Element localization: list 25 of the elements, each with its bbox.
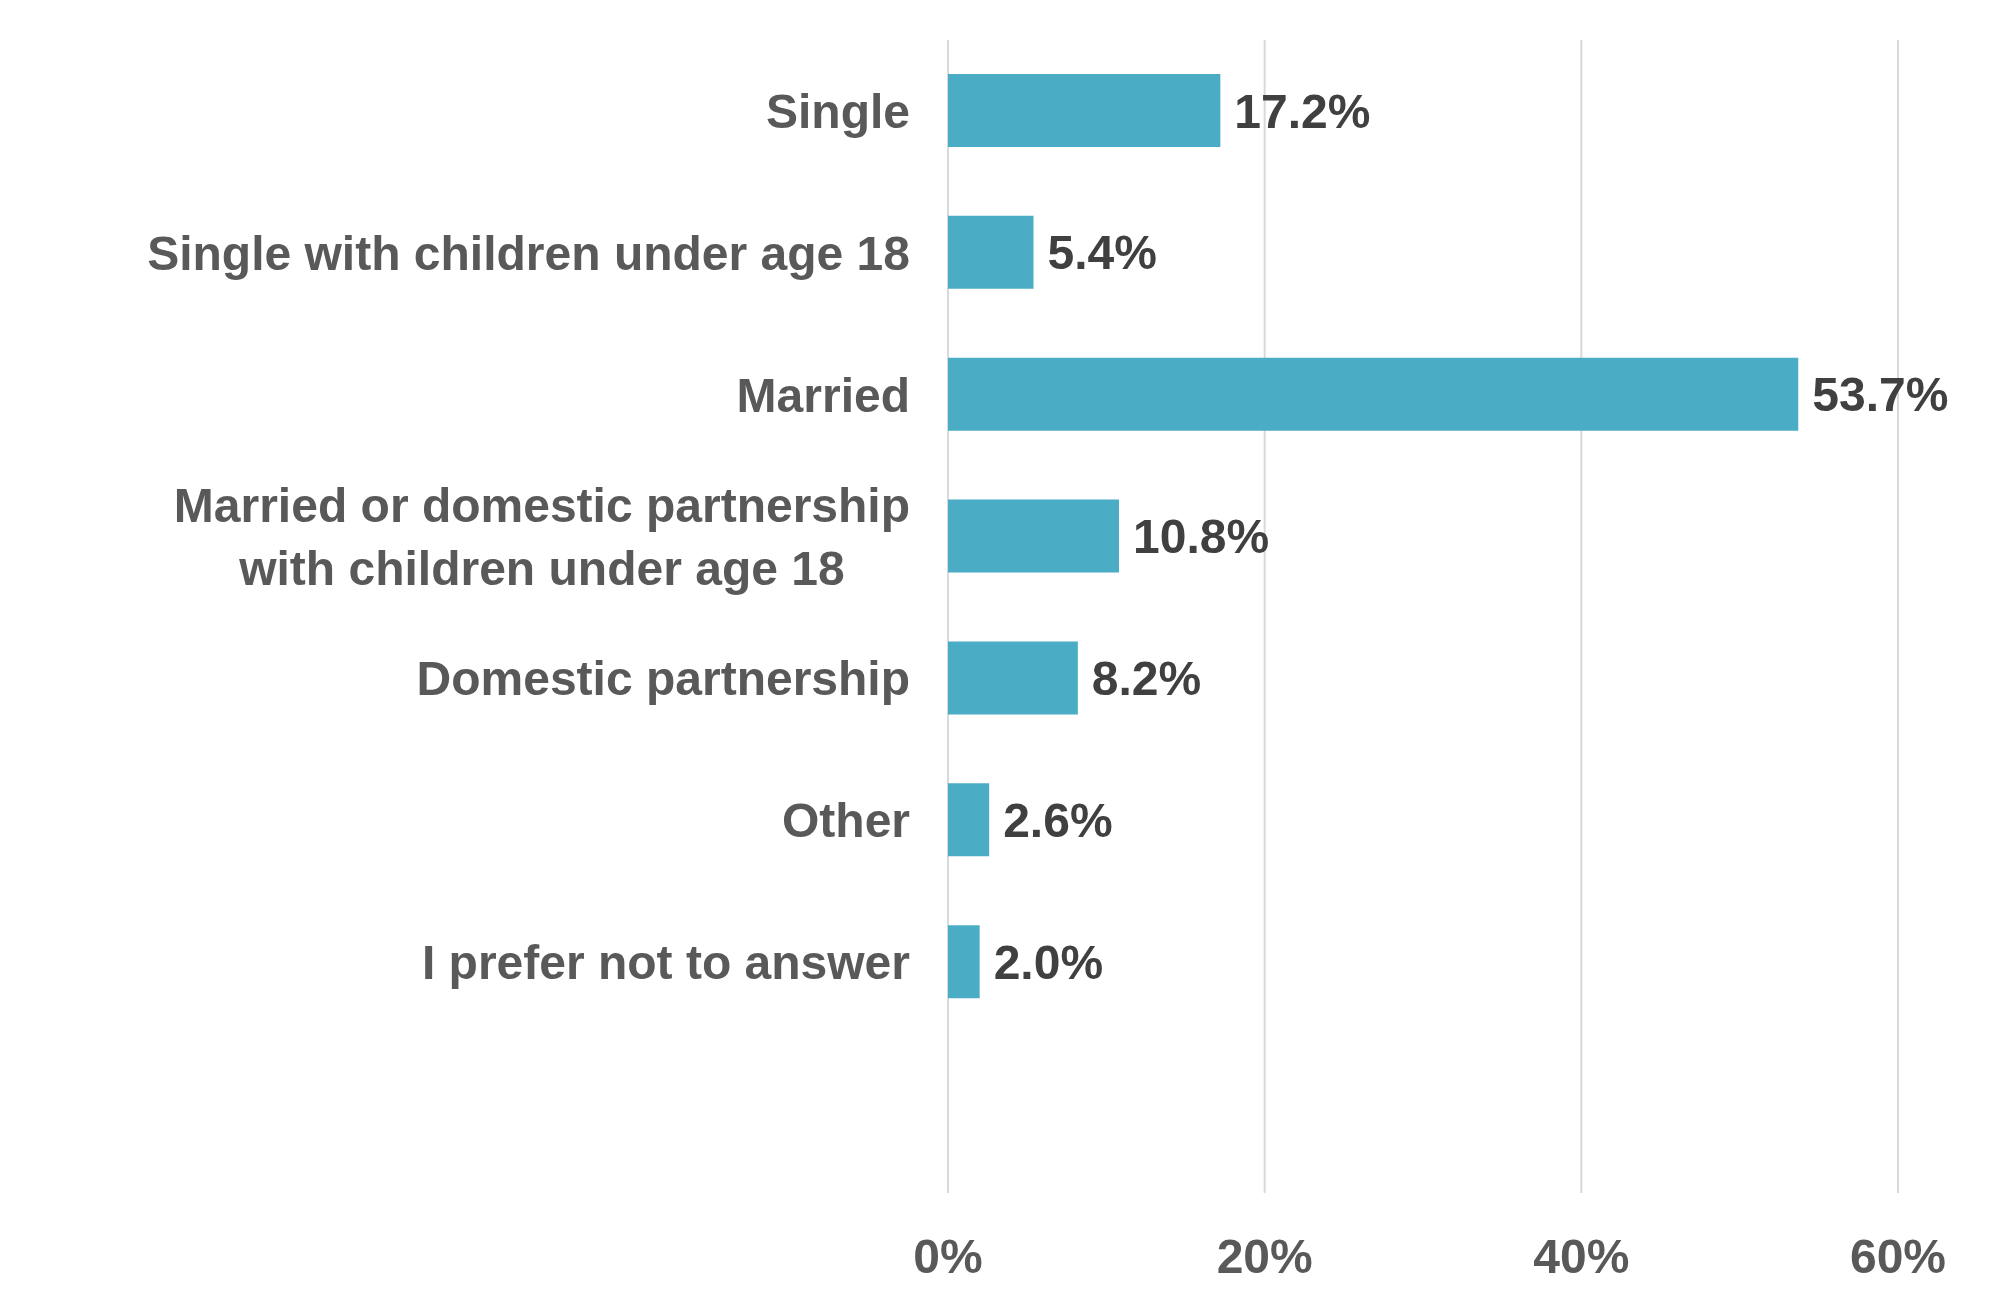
bar [948,925,980,999]
bar [948,215,1034,289]
y-tick-label: Other [781,793,910,847]
data-label: 53.7% [1812,368,1949,422]
bar [948,783,990,857]
y-tick-label: Married or domestic partnership with children under age 18 [173,478,910,595]
data-label: 2.0% [993,935,1104,989]
bar [948,357,1799,431]
data-label: 2.6% [1003,793,1113,847]
bar [948,499,1119,573]
data-label: 8.2% [1091,651,1202,705]
y-tick-label: Single [765,84,910,138]
x-tick-label: 40% [1533,1229,1630,1283]
x-tick-label: 20% [1216,1229,1313,1283]
data-label: 17.2% [1234,84,1371,138]
y-tick-label: I prefer not to answer [421,935,910,989]
data-label: 5.4% [1047,226,1157,280]
x-tick-label: 60% [1849,1229,1947,1283]
y-tick-label: Single with children under age 18 [147,226,910,280]
bar [948,641,1078,715]
y-tick-label: Domestic partnership [416,651,910,705]
x-tick-label: 0% [913,1229,983,1283]
bar [948,74,1221,147]
y-tick-label: Married [736,368,910,422]
data-label: 10.8% [1133,510,1270,564]
